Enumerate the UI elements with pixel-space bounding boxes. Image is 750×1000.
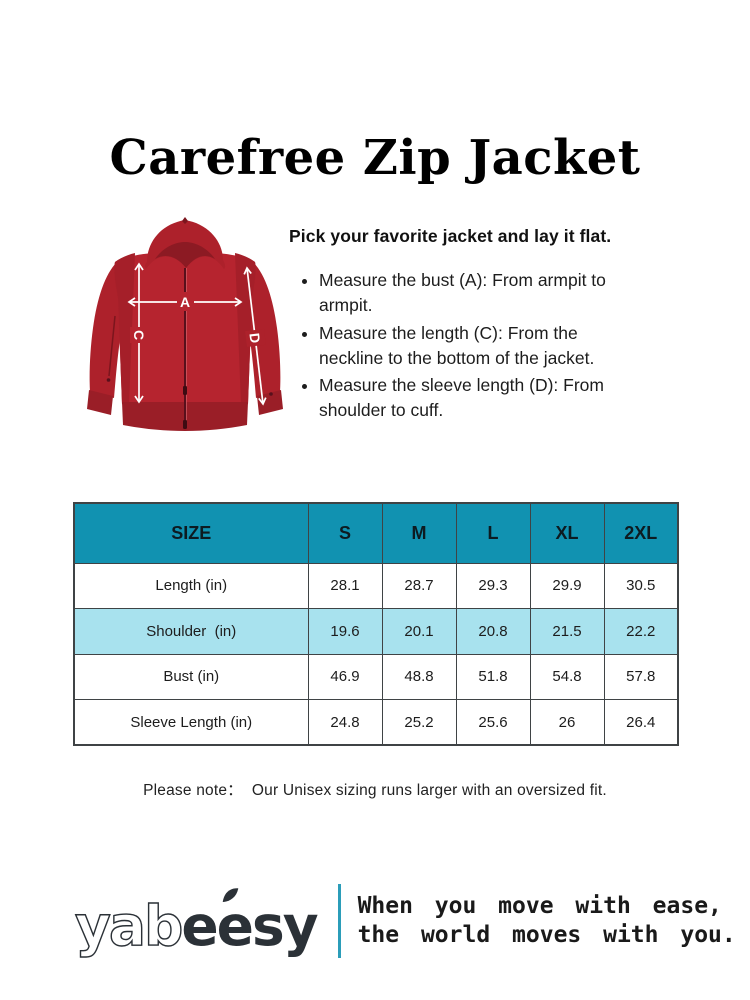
tagline-line2: the world moves with you. (357, 922, 736, 948)
size-value: 54.8 (529, 653, 605, 700)
right-sleeve-zipper-pull (269, 392, 273, 396)
logo-outline-text: yab (74, 893, 184, 958)
jacket-hood-notch (182, 217, 188, 224)
length-label-group: C (130, 327, 149, 343)
logo-e2-letter: e (216, 893, 254, 958)
sleeve-label-bg (245, 328, 266, 348)
header-cell-s: S (307, 502, 383, 564)
size-value: 30.5 (603, 562, 679, 609)
size-value: 25.2 (381, 699, 457, 746)
size-value: 29.9 (529, 562, 605, 609)
zipper-pull-lower (183, 420, 187, 429)
table-row-length: Length (in) 28.1 28.7 29.3 29.9 30.5 (73, 562, 679, 609)
header-cell-size: SIZE (73, 502, 309, 564)
bust-arrow-left (127, 297, 136, 307)
red-zip-jacket-image: A C D (87, 217, 283, 431)
sizing-note: Please note： Our Unisex sizing runs larg… (143, 782, 607, 799)
size-value: 25.6 (455, 699, 531, 746)
length-arrow-top (134, 262, 144, 271)
size-value: 51.8 (455, 653, 531, 700)
bust-label-bg (177, 292, 194, 311)
size-chart-table: SIZE S M L XL 2XL Length (in) 28.1 28.7 … (73, 502, 679, 746)
logo-tail-text: sy (251, 893, 319, 958)
size-value: 20.1 (381, 608, 457, 655)
leaf-icon (222, 887, 238, 902)
zipper-pull-upper (183, 386, 187, 395)
table-row-shoulder: Shoulder (in) 19.6 20.1 20.8 21.5 22.2 (73, 608, 679, 655)
bust-label-a: A (180, 294, 190, 310)
bust-arrow-right (234, 297, 243, 307)
instruction-bullet-bust: Measure the bust (A): From armpit to arm… (319, 268, 623, 318)
row-label: Length (in) (73, 562, 309, 609)
left-sleeve-zipper (108, 315, 116, 377)
size-value: 48.8 (381, 653, 457, 700)
size-value: 28.7 (381, 562, 457, 609)
size-value: 21.5 (529, 608, 605, 655)
instructions-list: Measure the bust (A): From armpit to arm… (289, 268, 623, 423)
instruction-bullet-sleeve: Measure the sleeve length (D): From shou… (319, 373, 623, 423)
length-arrow-bottom (134, 395, 144, 404)
sleeve-arrow-top (243, 266, 252, 275)
brand-tagline: When you move with ease, the world moves… (358, 892, 736, 950)
header-cell-2xl: 2XL (603, 502, 679, 564)
size-value: 24.8 (307, 699, 383, 746)
length-label-c: C (131, 330, 147, 340)
row-label: Bust (in) (73, 653, 309, 700)
size-value: 57.8 (603, 653, 679, 700)
header-cell-l: L (455, 502, 531, 564)
jacket-left-shading (114, 253, 135, 405)
measuring-instructions: Pick your favorite jacket and lay it fla… (289, 226, 689, 426)
jacket-left-cuff (87, 390, 113, 415)
instruction-bullet-length: Measure the length (C): From the necklin… (319, 321, 623, 371)
row-label: Sleeve Length (in) (73, 699, 309, 746)
jacket-hood-opening (155, 242, 215, 268)
size-value: 28.1 (307, 562, 383, 609)
size-value: 29.3 (455, 562, 531, 609)
table-row-bust: Bust (in) 46.9 48.8 51.8 54.8 57.8 (73, 653, 679, 700)
size-value: 22.2 (603, 608, 679, 655)
sleeve-label-group: D (245, 328, 266, 348)
header-cell-xl: XL (529, 502, 605, 564)
size-value: 26 (529, 699, 605, 746)
size-value: 46.9 (307, 653, 383, 700)
logo-solid-e2: e (217, 887, 254, 954)
page-title: Carefree Zip Jacket (109, 130, 641, 186)
size-value: 20.8 (455, 608, 531, 655)
row-label: Shoulder (in) (73, 608, 309, 655)
brand-logo: yabee sy (74, 887, 319, 954)
logo-solid-e1: e (181, 893, 218, 958)
left-sleeve-zipper-pull (106, 378, 111, 382)
table-row-sleeve-length: Sleeve Length (in) 24.8 25.2 25.6 26 26.… (73, 699, 679, 746)
size-value: 26.4 (603, 699, 679, 746)
instructions-heading: Pick your favorite jacket and lay it fla… (289, 226, 612, 246)
jacket-right-cuff (257, 390, 283, 415)
jacket-figure: A C D (85, 198, 285, 458)
tagline-line1: When you move with ease, (357, 892, 722, 919)
length-label-bg (130, 327, 149, 343)
sleeve-arrow-bottom (258, 397, 267, 406)
header-cell-m: M (381, 502, 457, 564)
table-header-row: SIZE S M L XL 2XL (73, 502, 679, 564)
brand-footer: yabee sy When you move with ease, the wor… (74, 884, 736, 958)
sleeve-label-d: D (246, 332, 263, 344)
footer-divider (337, 884, 341, 958)
size-value: 19.6 (307, 608, 383, 655)
